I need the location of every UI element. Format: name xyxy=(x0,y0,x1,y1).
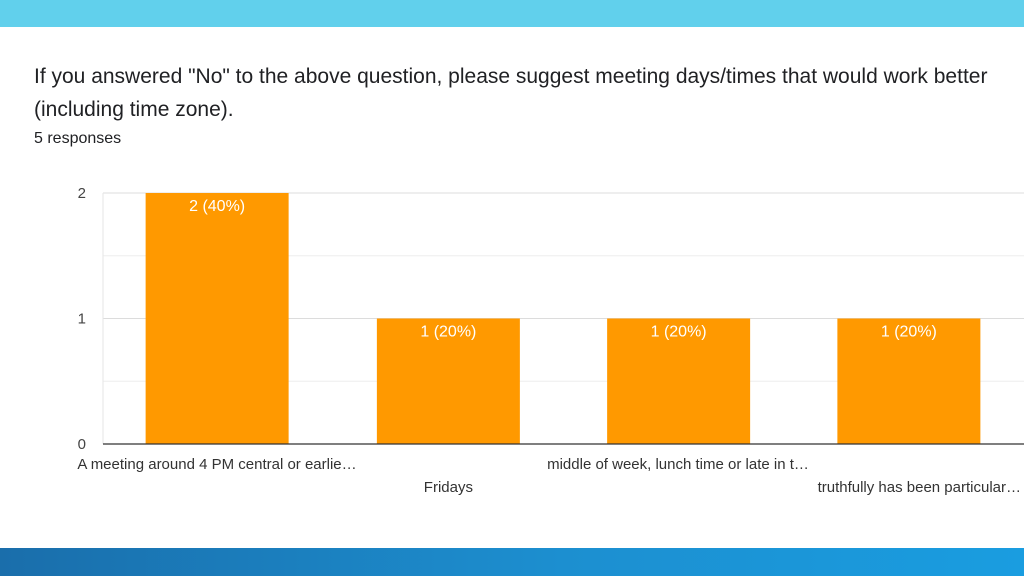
bar xyxy=(837,318,981,444)
bar xyxy=(376,318,520,444)
x-category-label: middle of week, lunch time or late in t… xyxy=(547,456,809,473)
bar xyxy=(145,193,289,444)
bar-data-label: 1 (20%) xyxy=(881,324,937,341)
bottom-decor-band xyxy=(0,548,1024,576)
y-tick-label: 2 xyxy=(78,185,86,202)
y-tick-label: 1 xyxy=(78,311,86,328)
x-category-label: Fridays xyxy=(424,479,473,496)
bar-data-label: 1 (20%) xyxy=(420,324,476,341)
y-tick-label: 0 xyxy=(78,436,86,453)
question-title: If you answered "No" to the above questi… xyxy=(34,65,988,121)
bar xyxy=(607,318,751,444)
top-decor-band xyxy=(0,0,1024,27)
x-category-label: truthfully has been particular… xyxy=(818,479,1021,496)
bar-chart: 0 1 2 2 (40%) 1 (20%) 1 (20%) 1 (20%) A meeting… xyxy=(77,185,1024,496)
x-category-label: A meeting around 4 PM central or earlie… xyxy=(77,456,356,473)
bar-data-label: 2 (40%) xyxy=(189,198,245,215)
response-count: 5 responses xyxy=(34,130,122,147)
bar-data-label: 1 (20%) xyxy=(651,324,707,341)
